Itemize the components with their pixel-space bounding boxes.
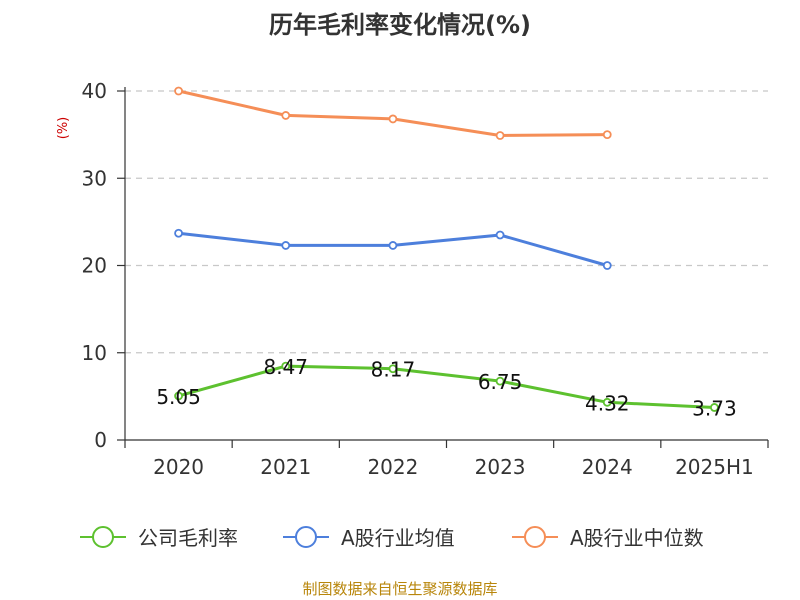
y-tick-label: 20 <box>82 254 107 278</box>
series-lines <box>174 86 719 412</box>
legend: 公司毛利率 A股行业均值 A股行业中位数 <box>80 526 704 550</box>
data-point <box>602 130 612 140</box>
x-tick-label: 2023 <box>475 455 526 479</box>
data-point <box>174 86 183 96</box>
data-labels: 5.05 8.47 8.17 6.75 4.32 3.73 <box>156 355 736 420</box>
gridlines <box>125 90 768 354</box>
axes: 0 10 20 30 40 2020 2021 2022 2023 2024 2025H1 <box>82 79 769 479</box>
data-label: 8.17 <box>371 358 416 382</box>
data-point <box>174 391 183 401</box>
data-point <box>495 376 505 386</box>
y-axis-unit-label: (%) <box>56 117 71 140</box>
data-point <box>388 364 398 374</box>
data-point <box>388 241 398 250</box>
data-label: 6.75 <box>478 370 523 394</box>
data-point <box>495 131 505 140</box>
data-point <box>281 111 291 120</box>
data-point <box>281 361 291 371</box>
data-label: 5.05 <box>156 385 201 409</box>
series-line-2 <box>178 89 608 137</box>
legend-label: A股行业均值 <box>341 526 455 550</box>
x-tick-label: 2024 <box>582 455 633 479</box>
legend-swatch-marker <box>295 526 317 548</box>
data-point <box>281 241 291 250</box>
chart-title: 历年毛利率变化情况(%) <box>269 11 531 39</box>
data-point <box>602 261 612 270</box>
series-line-0 <box>178 364 715 409</box>
x-tick-label: 2025H1 <box>675 455 754 479</box>
legend-label: 公司毛利率 <box>138 526 238 550</box>
data-label: 3.73 <box>692 396 737 420</box>
y-tick-label: 30 <box>82 166 107 190</box>
legend-swatch-marker <box>92 526 114 548</box>
x-tick-label: 2021 <box>260 455 311 479</box>
legend-label: A股行业中位数 <box>570 526 704 550</box>
data-point <box>495 230 505 240</box>
data-point <box>602 397 612 407</box>
y-tick-label: 10 <box>82 341 107 365</box>
source-note: 制图数据来自恒生聚源数据库 <box>302 580 497 598</box>
data-label: 4.32 <box>585 391 630 415</box>
x-tick-label: 2022 <box>367 455 418 479</box>
y-tick-label: 40 <box>82 79 107 103</box>
data-point <box>710 403 719 412</box>
data-point <box>174 228 183 238</box>
data-label: 8.47 <box>263 355 308 379</box>
data-point <box>388 114 398 124</box>
legend-swatch-marker <box>524 526 546 548</box>
x-tick-label: 2020 <box>153 455 204 479</box>
y-tick-label: 0 <box>94 428 107 452</box>
